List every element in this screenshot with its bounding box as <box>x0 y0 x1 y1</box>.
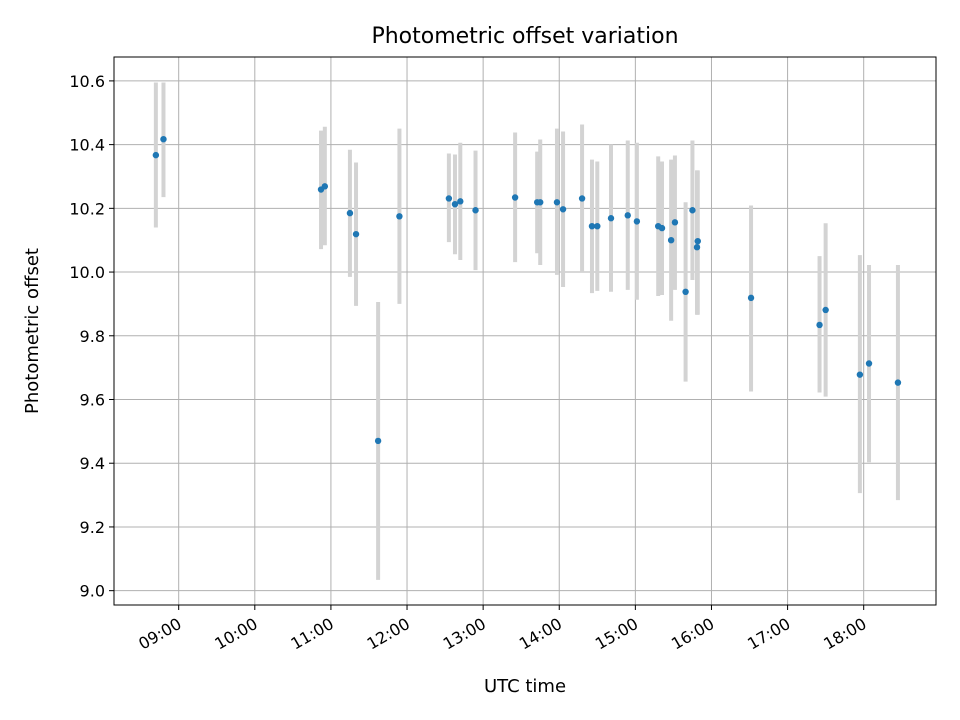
y-axis-ticks: 9.0 9.2 9.4 9.6 9.8 10.0 10.2 10.4 10.6 <box>69 72 114 601</box>
y-tick-label: 9.2 <box>80 518 105 537</box>
y-tick-label: 10.6 <box>69 72 105 91</box>
data-point <box>633 218 641 225</box>
data-point <box>822 306 829 314</box>
data-point <box>578 195 586 202</box>
data-point <box>457 198 464 205</box>
y-axis-label: Photometric offset <box>22 248 43 414</box>
data-point <box>321 183 329 190</box>
data-point <box>511 194 519 201</box>
plot-frame <box>113 56 937 606</box>
y-tick-label: 10.4 <box>69 136 105 155</box>
data-point <box>352 230 360 238</box>
y-tick-label: 10.2 <box>69 199 105 218</box>
data-point <box>747 294 755 302</box>
data-point <box>671 219 679 226</box>
data-point <box>559 206 567 213</box>
data-point <box>894 379 902 386</box>
data-point <box>537 199 544 206</box>
data-point <box>816 321 823 329</box>
y-tick-label: 9.4 <box>80 454 105 473</box>
x-axis-label: UTC time <box>484 676 566 697</box>
y-tick-label: 9.8 <box>80 327 105 346</box>
data-point <box>693 244 701 251</box>
data-point <box>472 207 479 214</box>
grid-lines <box>114 57 936 605</box>
data-point <box>445 195 453 202</box>
data-point <box>374 437 382 445</box>
data-point <box>594 222 601 230</box>
data-point <box>396 213 403 220</box>
data-point <box>682 288 689 296</box>
data-point <box>346 209 354 217</box>
data-point <box>694 237 701 245</box>
y-tick-label: 10.0 <box>69 263 105 282</box>
data-point <box>667 236 675 244</box>
data-point <box>553 199 561 206</box>
data-point <box>856 371 864 378</box>
data-point <box>689 207 696 214</box>
data-point <box>607 215 615 222</box>
data-point <box>588 222 596 230</box>
data-point <box>865 360 873 367</box>
data-points <box>152 136 902 445</box>
y-tick-label: 9.6 <box>80 391 105 410</box>
data-point <box>451 200 459 208</box>
data-point <box>152 151 160 159</box>
data-point <box>160 136 167 143</box>
y-tick-label: 9.0 <box>80 582 105 601</box>
data-point <box>658 224 666 232</box>
data-point <box>624 212 631 219</box>
chart-title: Photometric offset variation <box>371 24 678 49</box>
